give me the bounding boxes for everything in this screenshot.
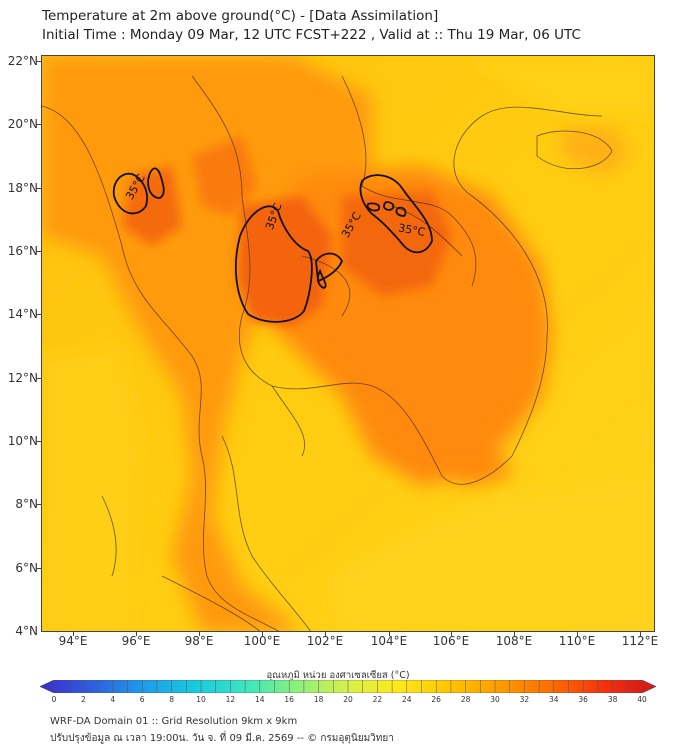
- colorbar-tick-label: 16: [284, 695, 294, 704]
- colorbar-tick-label: 24: [402, 695, 412, 704]
- lat-label-22n: 22°N: [7, 54, 38, 68]
- lat-label-10n: 10°N: [7, 434, 38, 448]
- lon-tick: [451, 632, 452, 636]
- footer-model-info: WRF-DA Domain 01 :: Grid Resolution 9km …: [50, 716, 298, 727]
- lon-label-102e: 102°E: [306, 634, 344, 648]
- lon-tick: [577, 632, 578, 636]
- footer-update-info: ปรับปรุงข้อมูล ณ เวลา 19:00น. วัน จ. ที่…: [50, 733, 394, 744]
- lat-label-4n: 4°N: [15, 624, 38, 638]
- lon-tick: [514, 632, 515, 636]
- lat-label-20n: 20°N: [7, 117, 38, 131]
- lon-label-106e: 106°E: [432, 634, 470, 648]
- lat-label-16n: 16°N: [7, 244, 38, 258]
- map-title: Temperature at 2m above ground(°C) - [Da…: [42, 8, 439, 24]
- lat-tick: [36, 568, 41, 569]
- temperature-field: 35°C 35°C 35°C 35°C: [42, 56, 654, 631]
- colorbar-tick-label: 12: [225, 695, 236, 704]
- lat-tick: [36, 314, 41, 315]
- lon-tick: [640, 632, 641, 636]
- lon-label-108e: 108°E: [495, 634, 533, 648]
- colorbar-tick-label: 6: [139, 695, 145, 704]
- lon-label-112e: 112°E: [621, 634, 659, 648]
- colorbar-tick-label: 34: [549, 695, 559, 704]
- colorbar-title: อุณหภูมิ หน่วย องศาเซลเซียส (°C): [266, 670, 410, 681]
- map-subtitle: Initial Time : Monday 09 Mar, 12 UTC FCS…: [42, 27, 581, 43]
- contour-label: 35°C: [397, 221, 426, 239]
- lon-tick: [262, 632, 263, 636]
- lat-label-6n: 6°N: [15, 561, 38, 575]
- lon-tick: [199, 632, 200, 636]
- colorbar-tick-label: 28: [460, 695, 471, 704]
- lat-tick: [36, 504, 41, 505]
- lon-label-110e: 110°E: [558, 634, 596, 648]
- colorbar: [40, 680, 656, 693]
- lon-label-96e: 96°E: [121, 634, 151, 648]
- temperature-map: 35°C 35°C 35°C 35°C: [41, 55, 655, 632]
- lat-tick: [36, 188, 41, 189]
- colorbar-tick-label: 2: [81, 695, 86, 704]
- lat-tick: [36, 378, 41, 379]
- colorbar-tick-label: 10: [196, 695, 206, 704]
- sea-area: [42, 56, 654, 631]
- lon-label-98e: 98°E: [184, 634, 214, 648]
- lat-label-12n: 12°N: [7, 371, 38, 385]
- colorbar-tick-label: 26: [431, 695, 441, 704]
- colorbar-tick-label: 20: [343, 695, 353, 704]
- lat-label-18n: 18°N: [7, 181, 38, 195]
- coastline-borders: [42, 75, 613, 631]
- lat-label-8n: 8°N: [15, 497, 38, 511]
- contour-35c: [112, 167, 433, 323]
- lon-label-100e: 100°E: [243, 634, 281, 648]
- lat-label-14n: 14°N: [7, 307, 38, 321]
- lat-tick: [36, 124, 41, 125]
- lon-label-94e: 94°E: [58, 634, 88, 648]
- lon-tick: [136, 632, 137, 636]
- lat-tick: [36, 61, 41, 62]
- colorbar-tick-label: 38: [607, 695, 618, 704]
- colorbar-tick-label: 8: [169, 695, 174, 704]
- lon-tick: [325, 632, 326, 636]
- lon-tick: [389, 632, 390, 636]
- lat-tick: [36, 441, 41, 442]
- colorbar-tick-label: 18: [313, 695, 324, 704]
- lon-label-104e: 104°E: [370, 634, 408, 648]
- colorbar-ticks: [53, 680, 643, 693]
- colorbar-tick-label: 36: [578, 695, 588, 704]
- colorbar-tick-label: 0: [51, 695, 57, 704]
- colorbar-tick-label: 22: [372, 695, 383, 704]
- colorbar-tick-label: 32: [519, 695, 530, 704]
- colorbar-tick-label: 30: [490, 695, 500, 704]
- colorbar-tick-label: 14: [255, 695, 265, 704]
- lon-tick: [73, 632, 74, 636]
- lat-tick: [36, 251, 41, 252]
- colorbar-tick-label: 4: [110, 695, 116, 704]
- colorbar-tick-label: 40: [637, 695, 647, 704]
